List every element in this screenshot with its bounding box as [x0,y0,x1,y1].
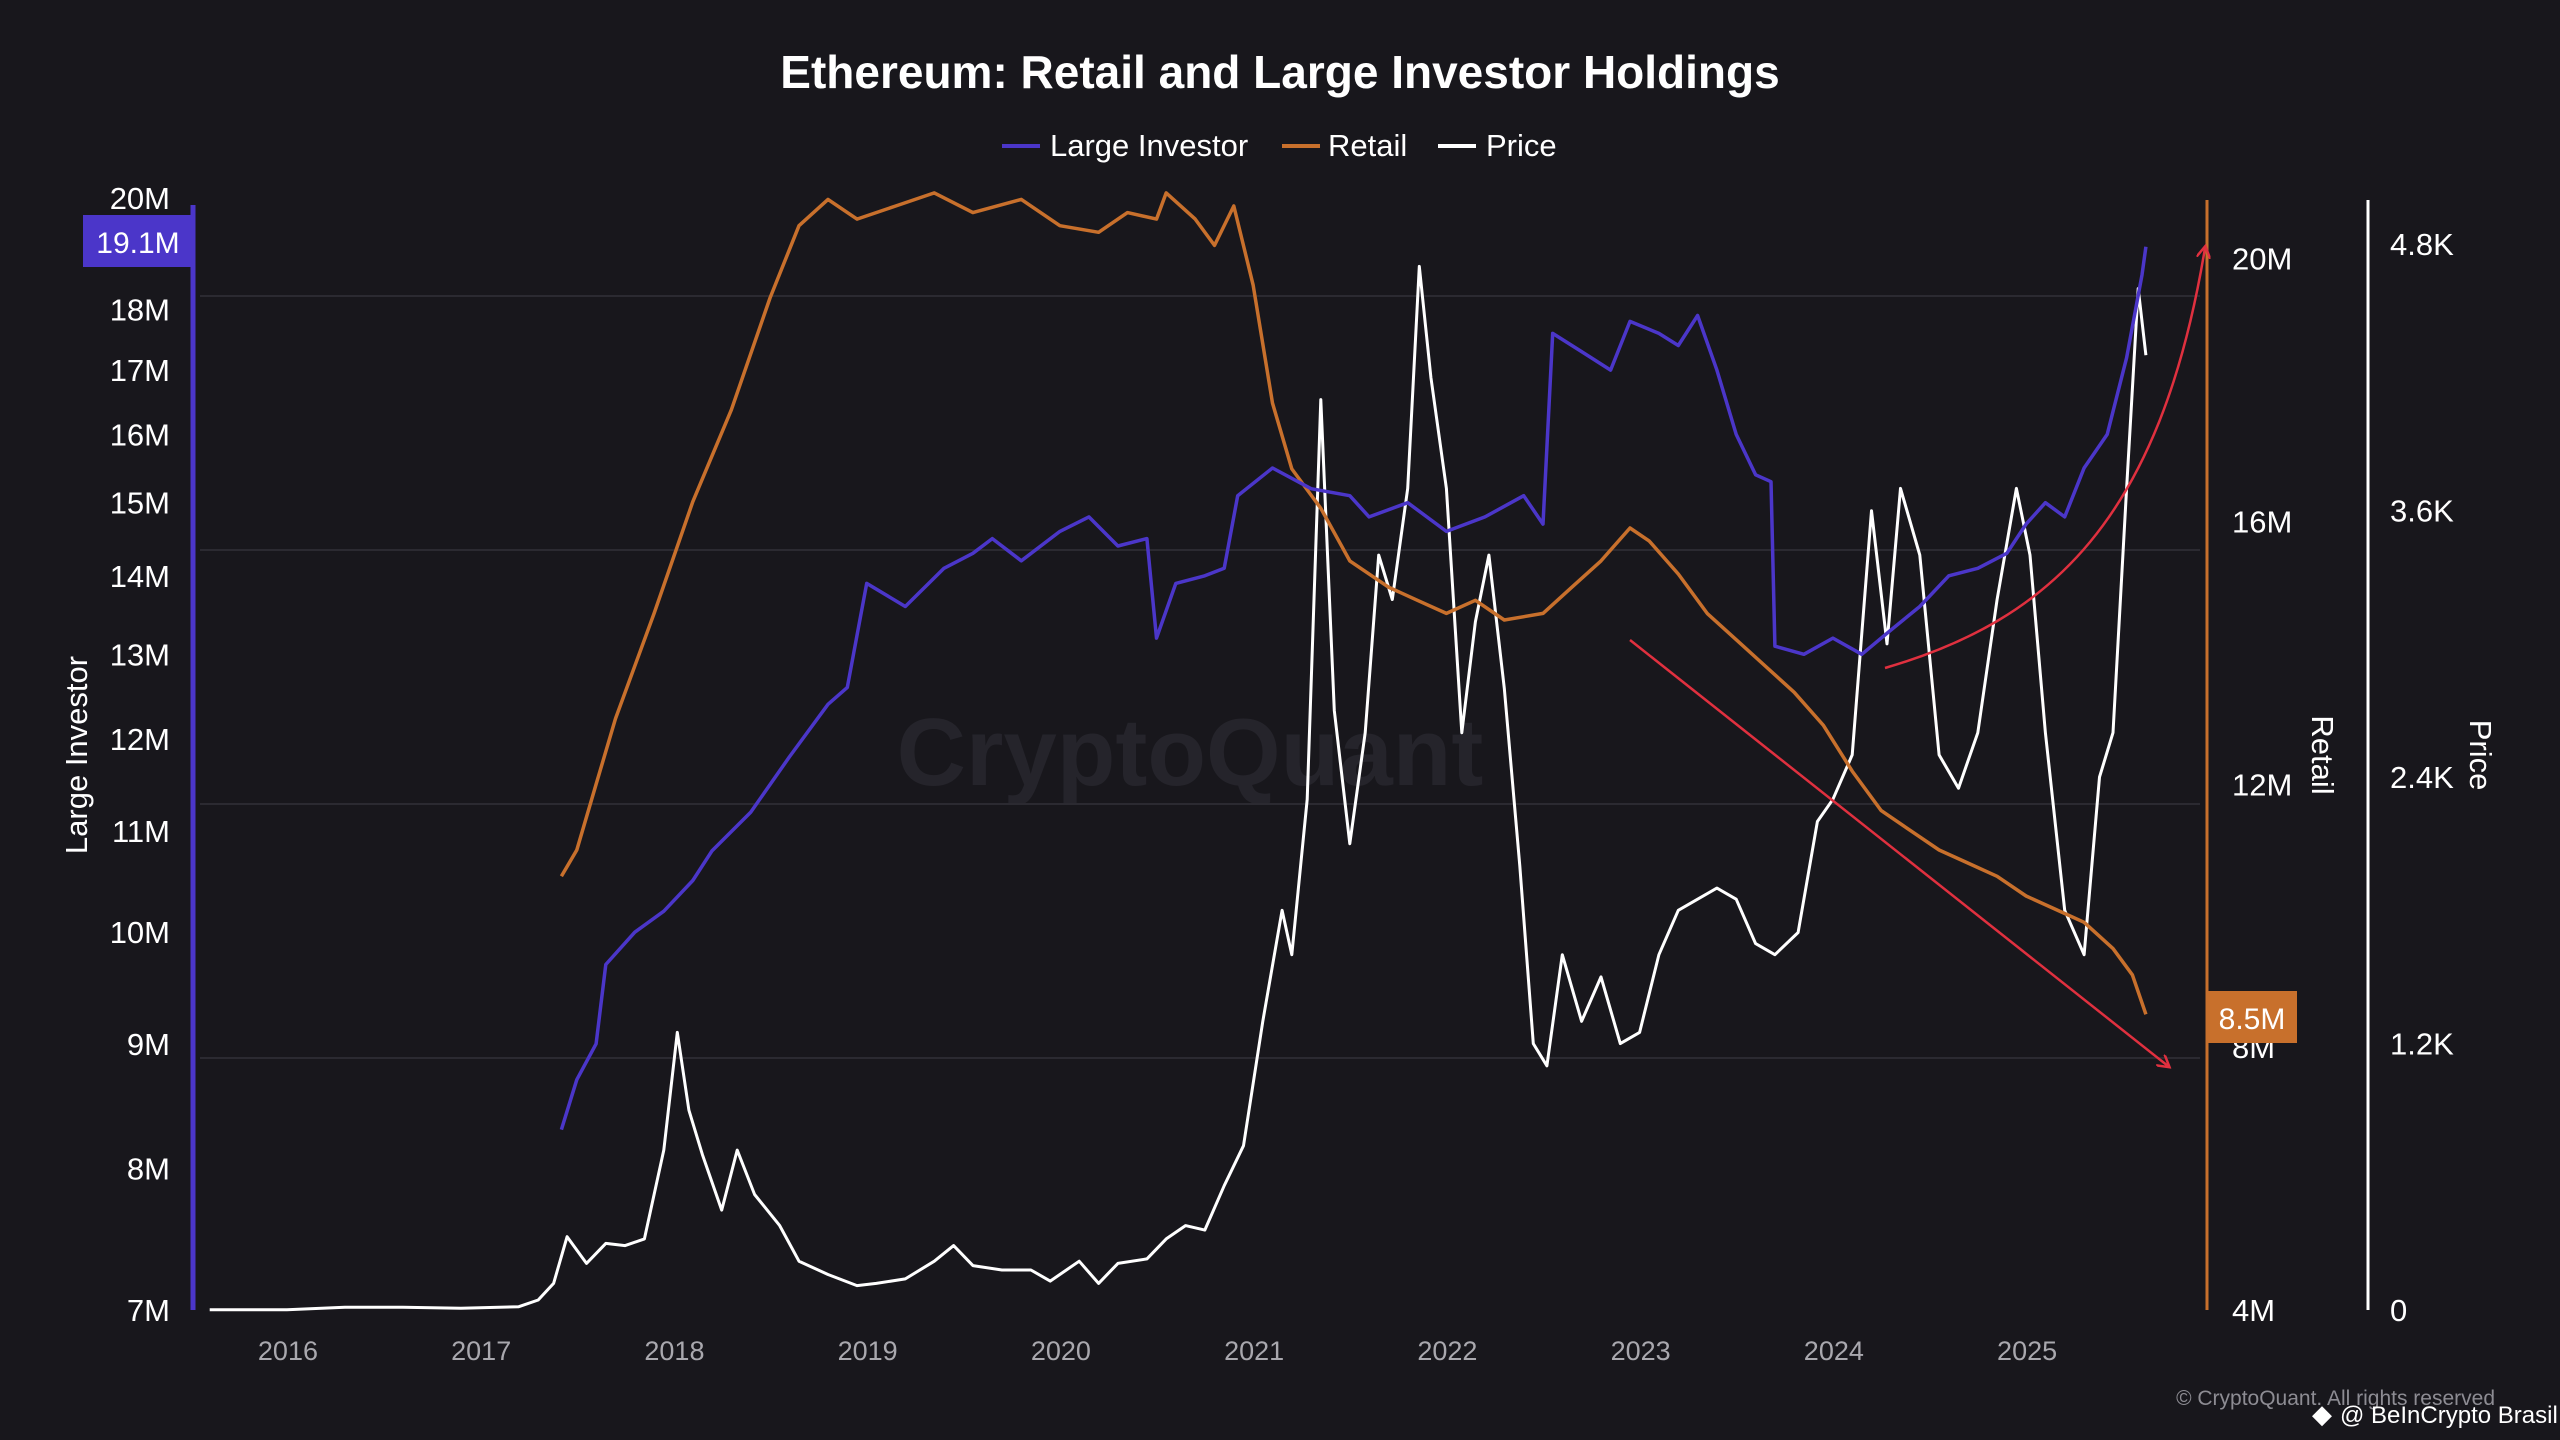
investor-rise-arrow [1884,248,2205,670]
large-investor-last-value-badge: 19.1M [83,215,193,267]
beincrypto-credit-text: @ BeInCrypto Brasil [2340,1402,2558,1429]
series-layer [209,191,2148,1312]
retail-tick-label: 20M [2232,242,2292,277]
retail-last-value-badge: 8.5M [2207,991,2297,1043]
left-tick-label: 7M [127,1293,170,1328]
legend: Large Investor Retail Price [1002,128,1557,163]
retail-badge-text: 8.5M [2219,1003,2286,1036]
x-tick-label: 2024 [1804,1336,1864,1366]
retail-badge-bg [2207,991,2297,1043]
x-tick-label: 2019 [838,1336,898,1366]
gridlines [200,295,2200,1059]
left-tick-label: 13M [110,637,170,672]
left-tick-label: 16M [110,417,170,452]
x-tick-label: 2020 [1031,1336,1091,1366]
x-tick-label: 2023 [1611,1336,1671,1366]
price-axis-title: Price [2463,720,2498,791]
x-tick-label: 2018 [644,1336,704,1366]
left-tick-label: 15M [110,486,170,521]
large-investor-badge-bg [83,215,193,267]
left-tick-label: 14M [110,559,170,594]
left-tick-label: 11M [112,814,170,849]
retail-tick-label: 12M [2232,767,2292,802]
x-tick-labels: 2016 2017 2018 2019 2020 2021 2022 2023 2024 2025 [258,1336,2057,1366]
large-investor-badge-text: 19.1M [96,227,179,260]
left-tick-label: 8M [127,1152,170,1187]
left-tick-label: 12M [110,722,170,757]
series-line-large-investor [559,246,2148,1131]
price-tick-label: 1.2K [2390,1027,2454,1062]
beincrypto-credit: ◆ @ BeInCrypto Brasil [2312,1399,2558,1429]
x-tick-label: 2021 [1224,1336,1284,1366]
price-tick-label: 0 [2390,1293,2407,1328]
x-tick-label: 2022 [1417,1336,1477,1366]
x-tick-label: 2017 [451,1336,511,1366]
retail-tick-label: 16M [2232,504,2292,539]
retail-tick-label: 4M [2232,1293,2275,1328]
watermark: CryptoQuant [897,699,1484,806]
legend-label-retail: Retail [1328,128,1407,163]
x-tick-label: 2016 [258,1336,318,1366]
price-tick-labels: 0 1.2K 2.4K 3.6K 4.8K [2390,227,2454,1328]
left-tick-label: 10M [110,915,170,950]
x-tick-label: 2025 [1997,1336,2057,1366]
series-line-price [209,264,2148,1312]
cryptoquant-credit: © CryptoQuant. All rights reserved [2176,1387,2495,1410]
beincrypto-logo-icon: ◆ [2312,1399,2332,1429]
left-tick-label: 17M [110,353,170,388]
legend-label-price: Price [1486,128,1557,163]
left-tick-label: 9M [127,1027,170,1062]
price-tick-label: 3.6K [2390,494,2454,529]
left-tick-labels: 7M 8M 9M 10M 11M 12M 13M 14M 15M 16M 17M 18M 20M [110,181,170,1328]
chart-title: Ethereum: Retail and Large Investor Hold… [780,46,1779,98]
left-tick-label: 20M [110,181,170,216]
left-axis-title: Large Investor [59,656,94,854]
retail-axis-title: Retail [2305,715,2340,794]
retail-decline-arrow [1629,639,2168,1066]
left-tick-label: 18M [110,293,170,328]
price-tick-label: 4.8K [2390,227,2454,262]
series-line-retail [559,191,2148,1015]
price-tick-label: 2.4K [2390,760,2454,795]
legend-label-large-investor: Large Investor [1050,128,1248,163]
